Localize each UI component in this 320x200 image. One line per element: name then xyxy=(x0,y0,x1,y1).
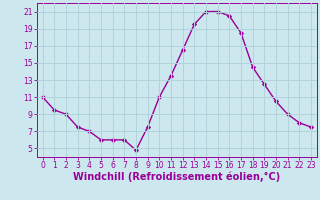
X-axis label: Windchill (Refroidissement éolien,°C): Windchill (Refroidissement éolien,°C) xyxy=(73,172,280,182)
